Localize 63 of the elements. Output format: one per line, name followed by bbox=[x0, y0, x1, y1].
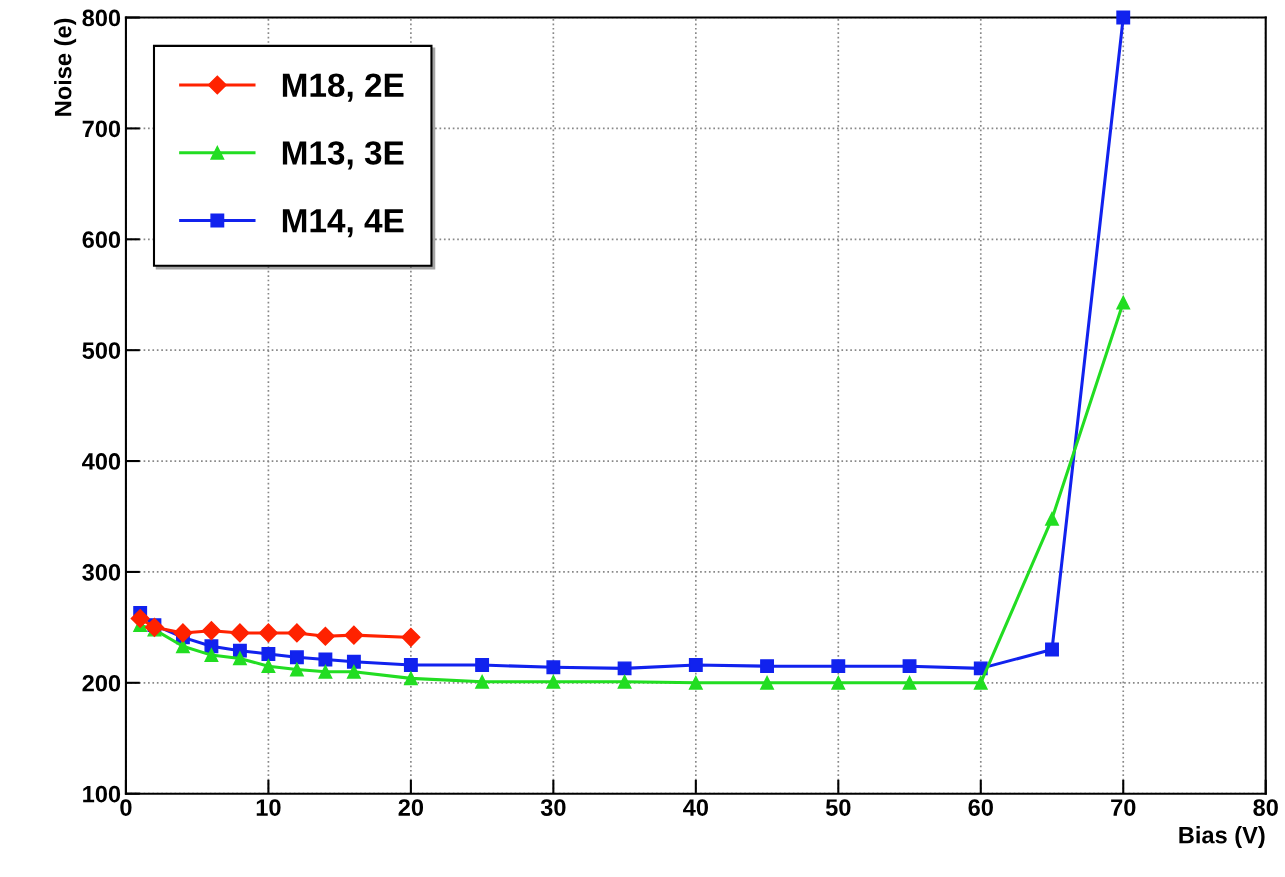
y-tick-label: 100 bbox=[83, 785, 121, 803]
point bbox=[344, 625, 364, 645]
y-tick-label: 800 bbox=[82, 9, 121, 27]
point bbox=[1116, 295, 1131, 310]
point bbox=[831, 675, 846, 690]
x-tick-label: 10 bbox=[256, 799, 281, 816]
point bbox=[403, 658, 418, 673]
point bbox=[130, 608, 150, 629]
point bbox=[760, 659, 775, 674]
point bbox=[546, 674, 561, 689]
y-tick-label: 500 bbox=[82, 342, 121, 359]
x-tick-label: 0 bbox=[120, 799, 132, 816]
point bbox=[175, 639, 190, 654]
point bbox=[204, 648, 219, 663]
point bbox=[617, 661, 632, 676]
point bbox=[1116, 10, 1131, 25]
point bbox=[346, 654, 361, 669]
x-tick-label: 40 bbox=[683, 799, 708, 816]
point bbox=[258, 623, 278, 643]
x-tick-label: 80 bbox=[1253, 799, 1278, 816]
point bbox=[617, 674, 632, 689]
point bbox=[475, 658, 490, 673]
y-tick-label: 600 bbox=[82, 231, 121, 249]
point bbox=[973, 675, 988, 690]
y-tick-label: 700 bbox=[82, 120, 121, 138]
point bbox=[902, 659, 917, 674]
point bbox=[289, 650, 304, 665]
point bbox=[261, 647, 276, 661]
point bbox=[475, 674, 490, 689]
point bbox=[289, 662, 304, 677]
x-axis-title: Bias (V) bbox=[1179, 826, 1265, 849]
point bbox=[546, 660, 561, 675]
legend-label: M18, 2E bbox=[282, 73, 404, 102]
point bbox=[688, 658, 703, 673]
x-tick-label: 70 bbox=[1111, 799, 1136, 816]
legend-label: M14, 4E bbox=[282, 209, 404, 238]
legend-label: M13, 3E bbox=[282, 141, 404, 170]
point bbox=[1045, 511, 1059, 526]
point bbox=[346, 664, 361, 679]
x-tick-label: 20 bbox=[398, 799, 424, 816]
point bbox=[760, 675, 775, 690]
x-tick-label: 50 bbox=[825, 799, 851, 816]
point bbox=[318, 652, 333, 667]
point bbox=[173, 623, 193, 643]
point bbox=[318, 664, 333, 679]
point bbox=[315, 626, 335, 646]
point bbox=[230, 623, 250, 643]
x-tick-label: 30 bbox=[540, 799, 566, 816]
point bbox=[1045, 642, 1059, 657]
point bbox=[401, 627, 421, 647]
point bbox=[232, 651, 247, 666]
y-tick-label: 300 bbox=[82, 564, 121, 581]
point bbox=[201, 621, 221, 641]
point bbox=[831, 659, 846, 674]
point bbox=[287, 623, 307, 643]
x-tick-label: 60 bbox=[968, 799, 993, 816]
y-axis-title: Noise (e) bbox=[54, 18, 77, 116]
point bbox=[902, 675, 917, 690]
point bbox=[261, 659, 276, 674]
point bbox=[403, 671, 418, 686]
y-tick-label: 400 bbox=[82, 453, 121, 470]
y-tick-label: 200 bbox=[82, 674, 121, 692]
point bbox=[688, 675, 703, 690]
